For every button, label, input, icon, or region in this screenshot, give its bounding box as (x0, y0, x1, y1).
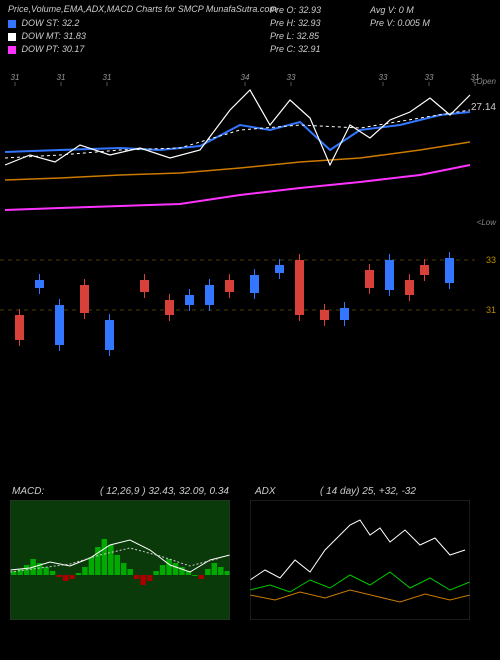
legend-mt-label: DOW MT: (22, 31, 61, 41)
pre-l-label: Pre L: (270, 31, 294, 41)
prev-label: Pre V: (370, 18, 395, 28)
legend-pt-value: 30.17 (62, 44, 85, 54)
svg-text:31: 31 (103, 73, 112, 82)
ohlc-block-2: Avg V: 0 M Pre V: 0.005 M (370, 4, 430, 30)
macd-chart (10, 500, 230, 620)
adx-chart (250, 500, 470, 620)
pre-c-label: Pre C: (270, 44, 296, 54)
swatch-mt (8, 33, 16, 41)
macd-params: ( 12,26,9 ) 32.43, 32.09, 0.34 (100, 486, 229, 497)
pre-l-value: 32.85 (297, 31, 320, 41)
pre-h-label: Pre H: (270, 18, 296, 28)
adx-params: ( 14 day) 25, +32, -32 (320, 486, 416, 497)
svg-text:31: 31 (57, 73, 66, 82)
pre-c-value: 32.91 (298, 44, 321, 54)
svg-text:33: 33 (379, 73, 388, 82)
avgv-label: Avg V: (370, 5, 396, 15)
legend-mt-value: 31.83 (63, 31, 86, 41)
legend-st-label: DOW ST: (22, 18, 60, 28)
legend-pt: DOW PT: 30.17 (8, 44, 84, 54)
pre-o-label: Pre O: (270, 5, 296, 15)
svg-text:33: 33 (287, 73, 296, 82)
legend-pt-label: DOW PT: (22, 44, 60, 54)
svg-text:34: 34 (241, 73, 250, 82)
avgv-value: 0 M (399, 5, 414, 15)
page-title: Price,Volume,EMA,ADX,MACD Charts for SMC… (8, 4, 277, 14)
pre-o-value: 32.93 (299, 5, 322, 15)
swatch-st (8, 20, 16, 28)
svg-text:<Open: <Open (472, 77, 497, 86)
prev-value: 0.005 M (397, 18, 430, 28)
macd-label: MACD: (12, 486, 44, 497)
legend-st: DOW ST: 32.2 (8, 18, 79, 28)
svg-text:<Low: <Low (477, 218, 498, 227)
pre-h-value: 32.93 (298, 18, 321, 28)
svg-text:31: 31 (11, 73, 20, 82)
svg-text:33: 33 (486, 255, 496, 265)
price-chart: 3131313433333331<Open<Low27.14 (0, 70, 500, 230)
ohlc-block: Pre O: 32.93 Pre H: 32.93 Pre L: 32.85 P… (270, 4, 321, 56)
svg-text:27.14: 27.14 (471, 102, 496, 113)
legend-mt: DOW MT: 31.83 (8, 31, 86, 41)
legend-st-value: 32.2 (62, 18, 80, 28)
volume-chart: 33 31 (0, 230, 500, 370)
svg-text:31: 31 (486, 305, 496, 315)
svg-text:33: 33 (425, 73, 434, 82)
adx-label: ADX (255, 486, 276, 497)
swatch-pt (8, 46, 16, 54)
